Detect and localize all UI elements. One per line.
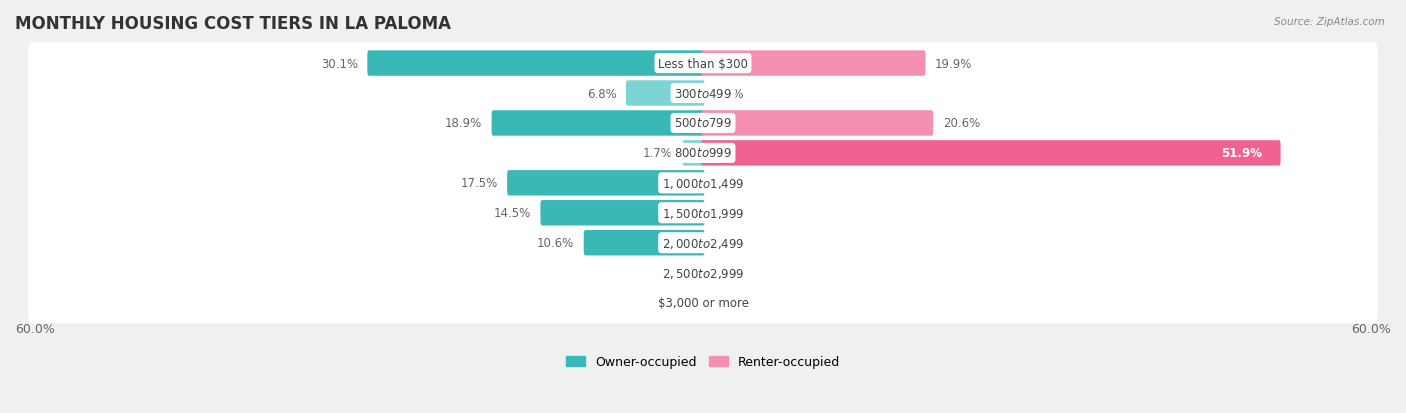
FancyBboxPatch shape (28, 282, 1378, 324)
Text: 0.0%: 0.0% (714, 207, 744, 220)
Text: MONTHLY HOUSING COST TIERS IN LA PALOMA: MONTHLY HOUSING COST TIERS IN LA PALOMA (15, 15, 451, 33)
FancyBboxPatch shape (583, 230, 704, 256)
Text: 0.0%: 0.0% (714, 237, 744, 249)
Text: 51.9%: 51.9% (1222, 147, 1263, 160)
FancyBboxPatch shape (28, 222, 1378, 264)
Text: $3,000 or more: $3,000 or more (658, 297, 748, 309)
Text: 20.6%: 20.6% (942, 117, 980, 130)
Text: $1,500 to $1,999: $1,500 to $1,999 (662, 206, 744, 220)
FancyBboxPatch shape (626, 81, 704, 107)
Text: 6.8%: 6.8% (586, 87, 616, 100)
FancyBboxPatch shape (702, 51, 925, 76)
FancyBboxPatch shape (28, 163, 1378, 204)
FancyBboxPatch shape (28, 103, 1378, 145)
Text: 0.0%: 0.0% (714, 87, 744, 100)
FancyBboxPatch shape (28, 43, 1378, 85)
FancyBboxPatch shape (492, 111, 704, 136)
Text: 1.7%: 1.7% (643, 147, 673, 160)
Text: 0.0%: 0.0% (714, 177, 744, 190)
Text: 30.1%: 30.1% (321, 57, 359, 70)
Text: 14.5%: 14.5% (494, 207, 531, 220)
FancyBboxPatch shape (28, 133, 1378, 174)
FancyBboxPatch shape (682, 141, 704, 166)
Text: $800 to $999: $800 to $999 (673, 147, 733, 160)
Text: Source: ZipAtlas.com: Source: ZipAtlas.com (1274, 17, 1385, 26)
Text: 19.9%: 19.9% (935, 57, 973, 70)
Text: 17.5%: 17.5% (460, 177, 498, 190)
Text: $2,000 to $2,499: $2,000 to $2,499 (662, 236, 744, 250)
FancyBboxPatch shape (28, 73, 1378, 114)
FancyBboxPatch shape (508, 171, 704, 196)
Text: $1,000 to $1,499: $1,000 to $1,499 (662, 176, 744, 190)
Text: 18.9%: 18.9% (444, 117, 482, 130)
Text: 0.0%: 0.0% (714, 266, 744, 280)
Text: 10.6%: 10.6% (537, 237, 574, 249)
Text: 0.0%: 0.0% (662, 297, 692, 309)
FancyBboxPatch shape (28, 192, 1378, 234)
Text: 0.0%: 0.0% (662, 266, 692, 280)
Text: $300 to $499: $300 to $499 (673, 87, 733, 100)
Text: $500 to $799: $500 to $799 (673, 117, 733, 130)
FancyBboxPatch shape (367, 51, 704, 76)
Text: 60.0%: 60.0% (15, 322, 55, 335)
Text: $2,500 to $2,999: $2,500 to $2,999 (662, 266, 744, 280)
FancyBboxPatch shape (702, 141, 1281, 166)
FancyBboxPatch shape (702, 111, 934, 136)
Text: Less than $300: Less than $300 (658, 57, 748, 70)
Text: 0.0%: 0.0% (714, 297, 744, 309)
Legend: Owner-occupied, Renter-occupied: Owner-occupied, Renter-occupied (561, 350, 845, 373)
Text: 60.0%: 60.0% (1351, 322, 1391, 335)
FancyBboxPatch shape (540, 201, 704, 226)
FancyBboxPatch shape (28, 252, 1378, 294)
